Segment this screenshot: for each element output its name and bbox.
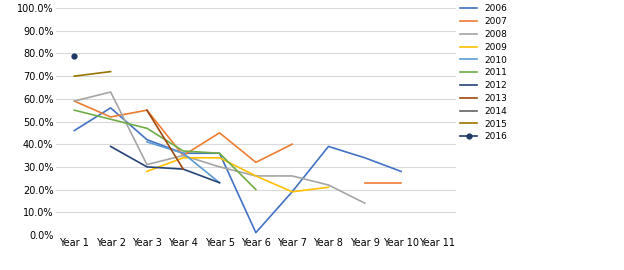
Legend: 2006, 2007, 2008, 2009, 2010, 2011, 2012, 2013, 2014, 2015, 2016: 2006, 2007, 2008, 2009, 2010, 2011, 2012…: [459, 4, 508, 142]
